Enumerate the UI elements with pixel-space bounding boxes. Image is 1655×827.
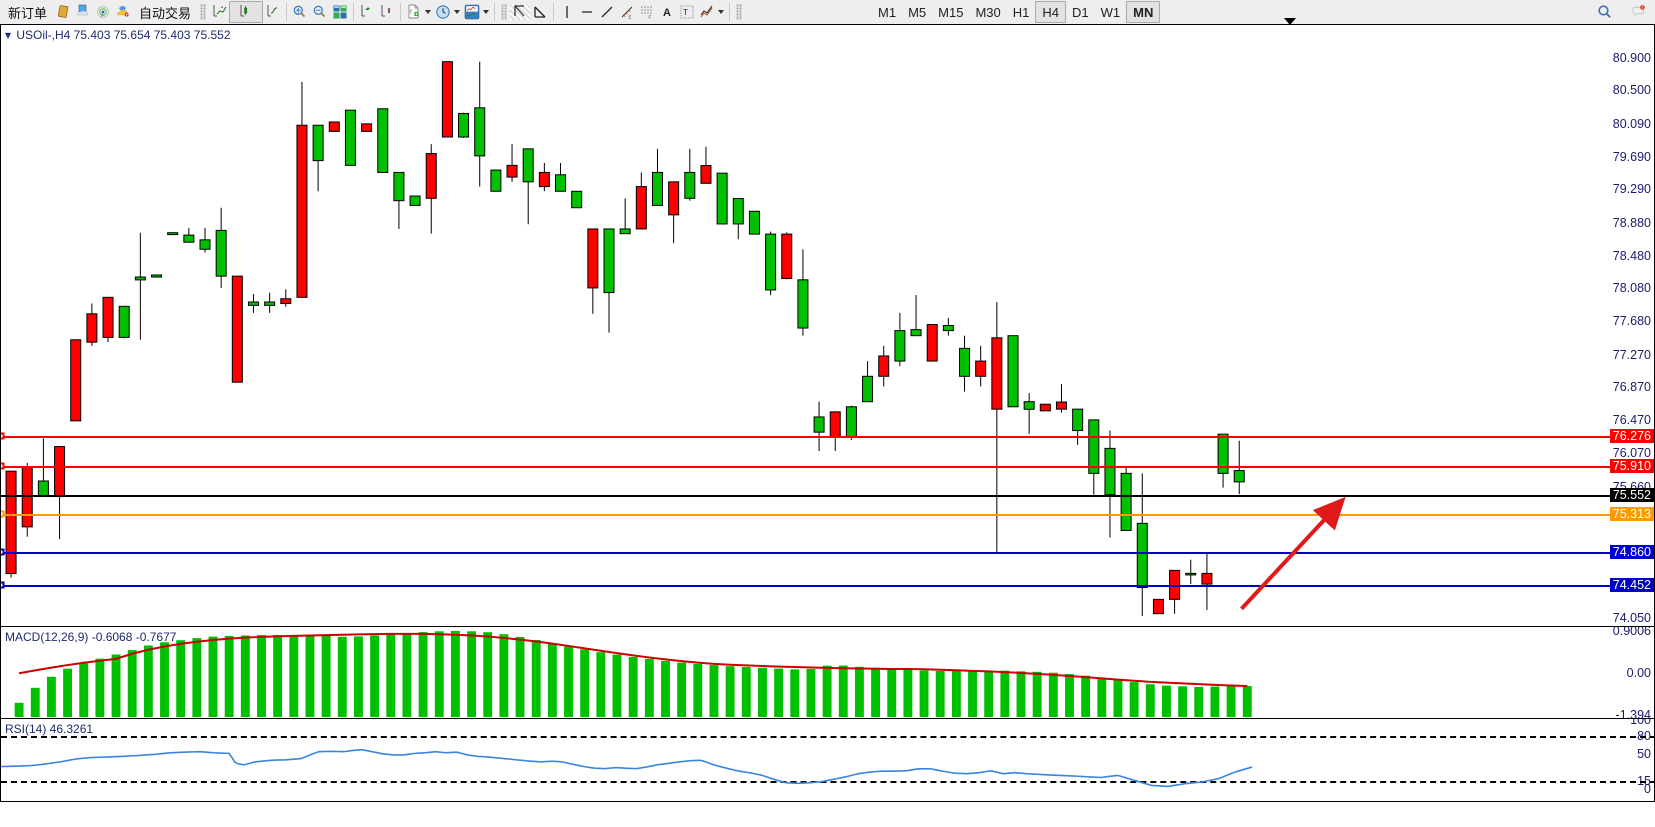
- svg-text:F: F: [649, 15, 652, 20]
- svg-text:E: E: [629, 15, 632, 20]
- svg-text:1: 1: [1642, 5, 1644, 9]
- svg-text:A: A: [663, 7, 671, 19]
- svg-text:T: T: [683, 8, 688, 17]
